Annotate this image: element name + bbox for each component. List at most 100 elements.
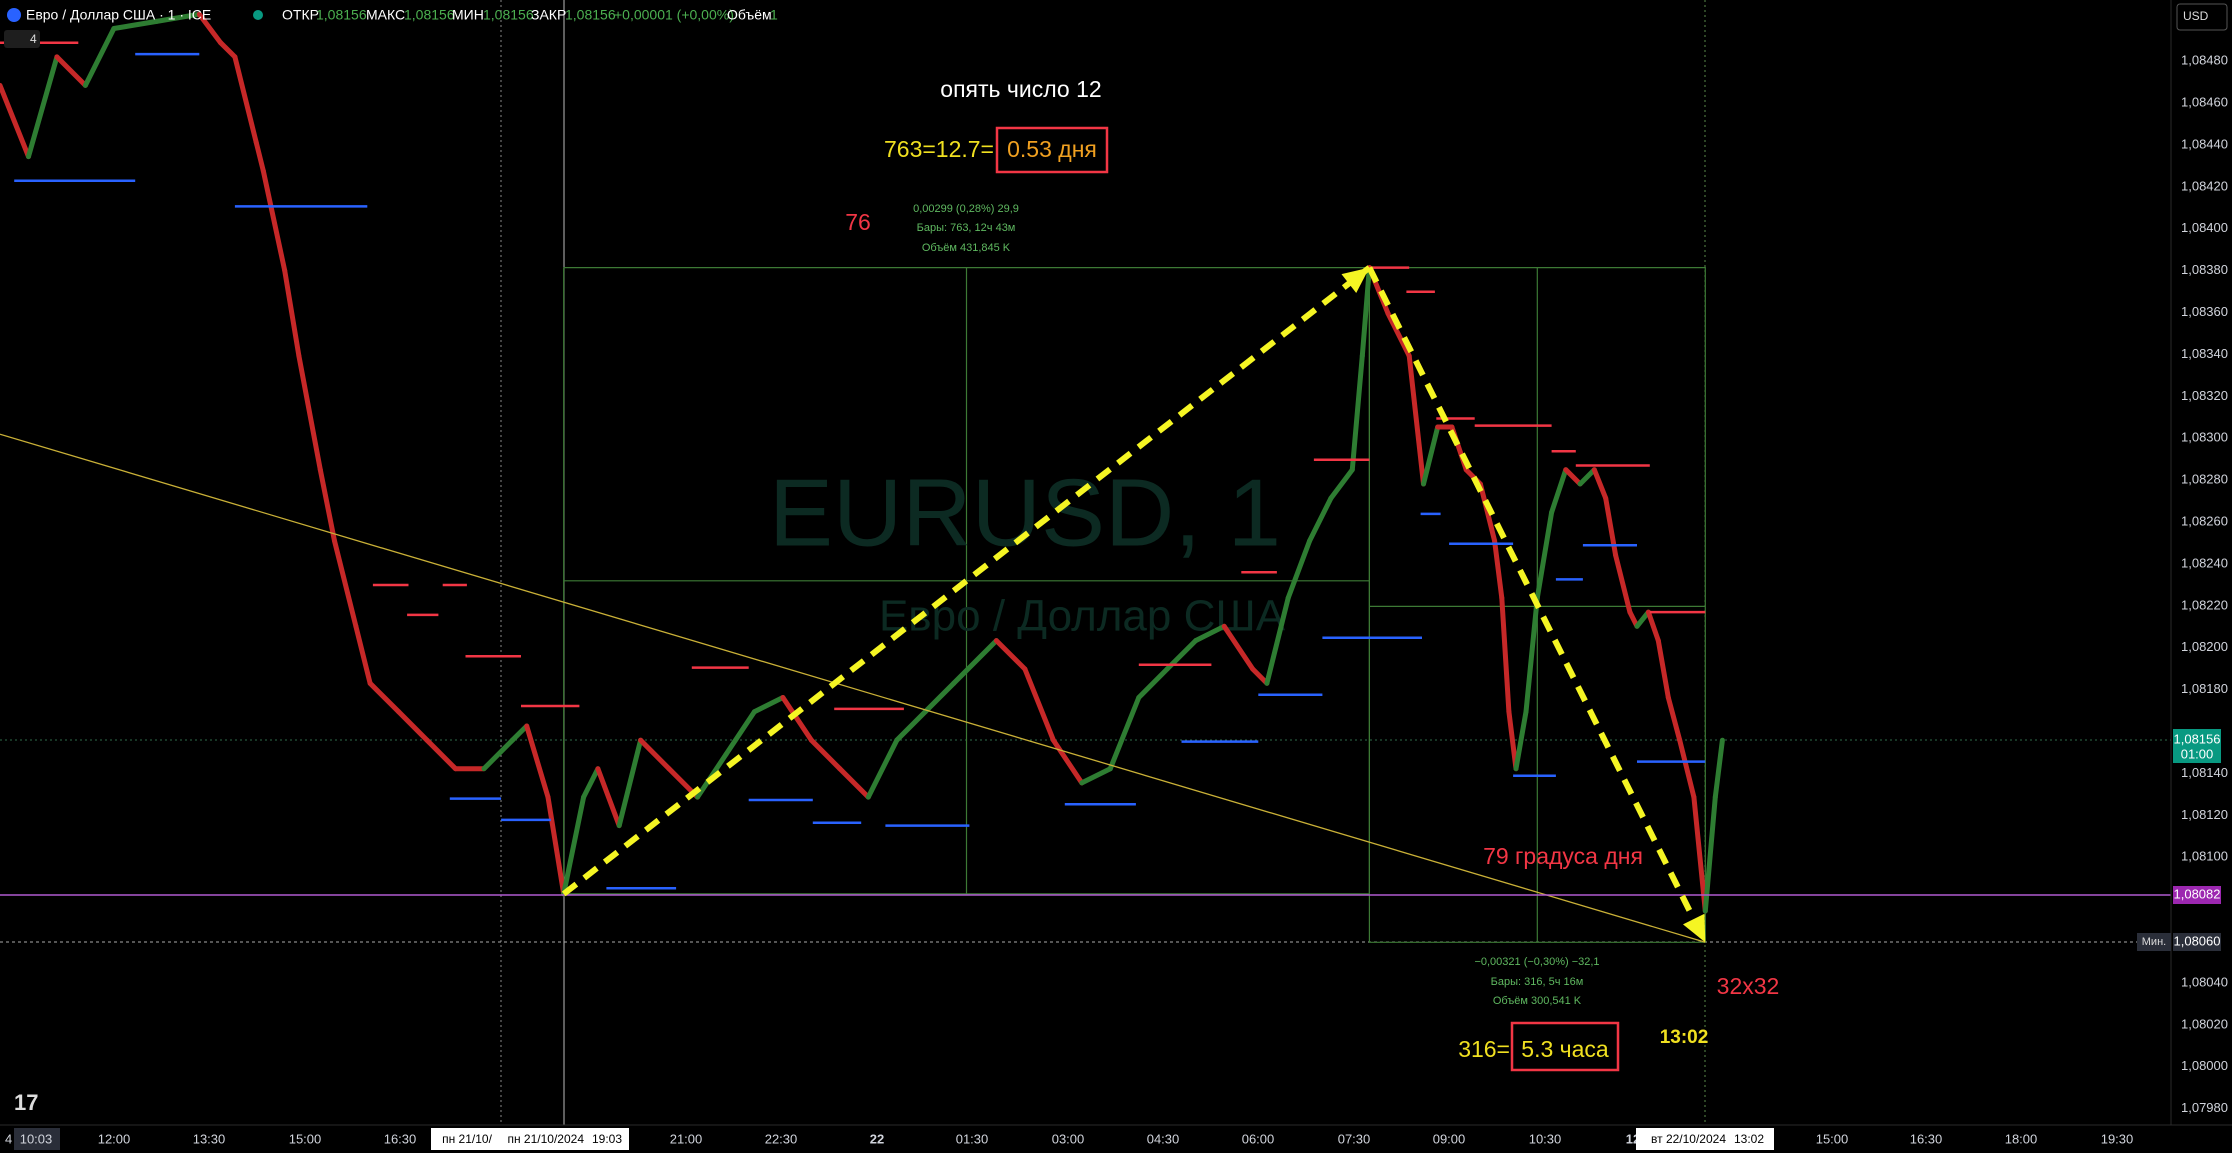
last-price-tag [2173, 729, 2221, 763]
measure-change: 0,00299 (0,28%) 29,9 [913, 203, 1019, 215]
high-label: МАКС [366, 7, 405, 23]
measure-volume: Объём 300,541 K [1493, 995, 1582, 1007]
price-segment [1677, 737, 1697, 800]
price-segment [1264, 595, 1291, 686]
time-label: 22 [870, 1131, 884, 1146]
price-segment [1050, 737, 1085, 786]
low-label: МИН [452, 7, 484, 23]
price-segment [993, 638, 1028, 672]
high-value: 1,08156 [404, 7, 455, 23]
close-value: 1,08156 [565, 7, 616, 23]
measure-bars: Бары: 763, 12ч 43м [917, 222, 1016, 234]
price-segment [1307, 495, 1334, 544]
price-segment [616, 737, 644, 829]
price-label: 1,08320 [2181, 388, 2228, 403]
price-label: 1,08040 [2181, 974, 2228, 989]
price-label: 1,08240 [2181, 555, 2228, 570]
time-label: 16:30 [384, 1131, 417, 1146]
price-segment [1022, 666, 1056, 743]
price-label: 1,08440 [2181, 136, 2228, 151]
annotation-degrees: 79 градуса дня [1483, 843, 1643, 869]
indicator-toggle[interactable] [4, 30, 40, 48]
price-label: 1,08340 [2181, 346, 2228, 361]
volume-value: 1 [770, 7, 778, 23]
annotation-hours: 5.3 часа [1521, 1036, 1609, 1062]
price-label: 1,08360 [2181, 304, 2228, 319]
price-segment [1285, 538, 1313, 601]
price-segment [1107, 695, 1142, 772]
price-segment [751, 695, 786, 715]
price-segment [509, 723, 530, 743]
price-segment [1079, 766, 1113, 786]
price-segment [1359, 265, 1372, 359]
price-label: 1,07980 [2181, 1100, 2228, 1115]
price-segment [1534, 509, 1555, 601]
arrow-head [1341, 267, 1370, 294]
price-segment [196, 11, 224, 46]
change: +0,00001 (+0,00%) [614, 7, 734, 23]
price-label: 1,08020 [2181, 1016, 2228, 1031]
time-label: 22:30 [765, 1131, 798, 1146]
time-label-box [14, 1128, 60, 1150]
price-label: 1,08460 [2181, 95, 2228, 110]
arrow-line [1366, 266, 1709, 944]
price-segment [595, 766, 622, 829]
indicator-count: 4 [30, 32, 37, 46]
price-segment [1492, 538, 1505, 601]
price-label: 1,08380 [2181, 262, 2228, 277]
trend-line [0, 433, 1706, 943]
countdown: 01:00 [2181, 746, 2214, 761]
legend-header: Евро / Доллар США · 1 · ICE ОТКР 1,08156… [4, 7, 778, 48]
price-segment [1506, 709, 1519, 772]
arrow-head [1682, 913, 1706, 943]
price-segment [424, 737, 458, 772]
time-label: 01:30 [956, 1131, 989, 1146]
price-segment [1406, 353, 1426, 487]
time-label: 15:00 [1816, 1131, 1849, 1146]
annotation-number: 76 [845, 209, 871, 235]
price-label: 1,08420 [2181, 178, 2228, 193]
time-label: 10:30 [1529, 1131, 1562, 1146]
symbol-icon [7, 8, 21, 22]
watermark-symbol: EURUSD, 1 [769, 459, 1281, 566]
price-segment [1645, 609, 1661, 644]
price-segment [1221, 623, 1256, 672]
line-price-tag [2173, 886, 2221, 904]
line-price: 1,08082 [2174, 886, 2221, 901]
price-segment [808, 737, 843, 772]
price-segment [396, 709, 430, 743]
price-label: 1,08200 [2181, 639, 2228, 654]
currency-button[interactable] [2176, 3, 2228, 31]
time-label: 19:30 [2101, 1131, 2134, 1146]
price-segment [1250, 666, 1270, 686]
price-segment [894, 709, 928, 743]
price-segment [1421, 424, 1441, 487]
time-label: 04:30 [1147, 1131, 1180, 1146]
symbol-name: Евро / Доллар США · 1 · ICE [26, 7, 211, 23]
measure-volume: Объём 431,845 K [922, 242, 1011, 254]
price-label: 1,08220 [2181, 597, 2228, 612]
price-segment [1477, 481, 1498, 544]
market-status[interactable] [253, 10, 263, 20]
time-label: 03:00 [1052, 1131, 1085, 1146]
logo: 17 [14, 1090, 38, 1115]
arrow-line [561, 265, 1372, 897]
price-segment [253, 139, 266, 174]
price-segment [723, 709, 757, 757]
time-label: 18:00 [2005, 1131, 2038, 1146]
price-segment [154, 11, 202, 24]
open-label: ОТКР [282, 7, 319, 23]
annotation-formula: 316= [1458, 1036, 1510, 1062]
annotation-box [1510, 1021, 1620, 1072]
time-label-box [431, 1128, 503, 1150]
price-segment [1136, 666, 1170, 700]
time-label: вт 22/10/2024 [1651, 1132, 1726, 1146]
price-segment [26, 54, 60, 160]
price-plot [0, 11, 2171, 944]
price-segment [1563, 467, 1583, 487]
price-segment [951, 638, 999, 686]
price-segment [1328, 467, 1355, 501]
time-label: 07:30 [1338, 1131, 1371, 1146]
